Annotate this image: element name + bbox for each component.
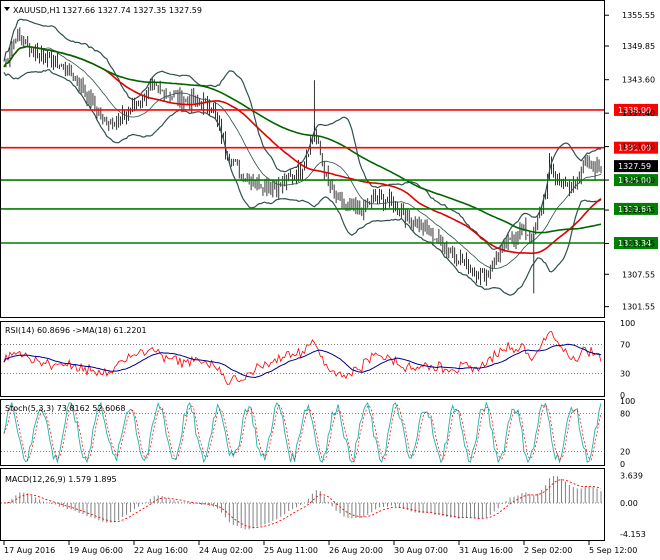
- price-axis-label: 1313.25: [622, 239, 655, 248]
- level-tag: [614, 174, 658, 187]
- price-panel[interactable]: [0, 0, 605, 318]
- current-price-label: 1327.59: [618, 162, 651, 171]
- bollinger-upper: [3, 18, 602, 250]
- rsi-panel[interactable]: [0, 321, 605, 397]
- time-axis-label: 30 Aug 07:00: [394, 546, 448, 555]
- time-axis-label: 5 Sep 12:00: [589, 546, 637, 555]
- stoch-axis-label: 100: [620, 397, 635, 406]
- price-axis-label: 1343.60: [622, 76, 655, 85]
- level-tag-label: 1325.00: [618, 176, 651, 185]
- macd-axis-label: -4.153: [620, 530, 646, 539]
- stoch-main-line: [3, 401, 602, 464]
- macd-signal-line: [3, 479, 602, 529]
- symbol-label: XAUUSD,H1: [13, 6, 61, 15]
- price-axis-label: 1307.55: [622, 270, 655, 279]
- rsi-axis-label: 30: [620, 369, 630, 378]
- current-price-tag: [614, 160, 658, 173]
- time-axis-label: 22 Aug 16:00: [134, 546, 188, 555]
- stoch-axis-label: 0: [620, 460, 625, 469]
- bollinger-lower: [3, 69, 602, 296]
- level-tag: [614, 237, 658, 250]
- rsi-label: RSI(14) 60.8696 ->MA(18) 61.2201: [5, 326, 147, 335]
- price-axis-label: 1319.45: [622, 206, 655, 215]
- time-axis-label: 31 Aug 16:00: [459, 546, 513, 555]
- macd-axis-label: 3.639: [620, 472, 643, 481]
- price-axis-label: 1301.55: [622, 303, 655, 312]
- rsi-line: [3, 330, 602, 385]
- stoch-signal-line: [3, 403, 602, 463]
- macd-label: MACD(12,26,9) 1.579 1.895: [5, 475, 117, 484]
- moving-average-green: [3, 45, 602, 234]
- stoch-axis-label: 20: [620, 447, 630, 456]
- price-axis-label: 1337.40: [622, 109, 655, 118]
- rsi-axis-label: 0: [620, 391, 625, 400]
- level-tag-label: 1338.00: [618, 106, 651, 115]
- level-tag-label: 1313.34: [618, 239, 651, 248]
- time-axis-label: 24 Aug 02:00: [199, 546, 253, 555]
- time-axis-label: 26 Aug 20:00: [329, 546, 383, 555]
- level-tag: [614, 202, 658, 215]
- time-axis-label: 17 Aug 2016: [4, 546, 55, 555]
- level-tag-label: 1331.00: [618, 144, 651, 153]
- macd-panel[interactable]: [0, 468, 605, 541]
- price-axis-label: 1355.55: [622, 11, 655, 20]
- stoch-label: Stoch(5,3,3) 73.8162 52.6068: [5, 404, 125, 413]
- price-axis-label: 1349.85: [622, 42, 655, 51]
- rsi-axis-label: 70: [620, 341, 630, 350]
- ohlc-label: 1327.66 1327.74 1327.35 1327.59: [62, 6, 202, 15]
- time-axis-label: 19 Aug 06:00: [69, 546, 123, 555]
- rsi-axis-label: 100: [620, 319, 635, 328]
- dropdown-triangle-icon[interactable]: [4, 7, 10, 11]
- macd-axis-label: 0.00: [620, 499, 638, 508]
- time-axis-label: 2 Sep 02:00: [524, 546, 572, 555]
- level-tag: [614, 103, 658, 116]
- bollinger-middle: [3, 46, 602, 269]
- rsi-ma-line: [3, 343, 602, 379]
- level-tag-label: 1319.66: [618, 205, 651, 214]
- price-axis-label: 1325.00: [622, 176, 655, 185]
- time-axis-label: 25 Aug 11:00: [264, 546, 318, 555]
- price-axis-label: 1331.20: [622, 143, 655, 152]
- stoch-axis-label: 80: [620, 410, 630, 419]
- level-tag: [614, 141, 658, 154]
